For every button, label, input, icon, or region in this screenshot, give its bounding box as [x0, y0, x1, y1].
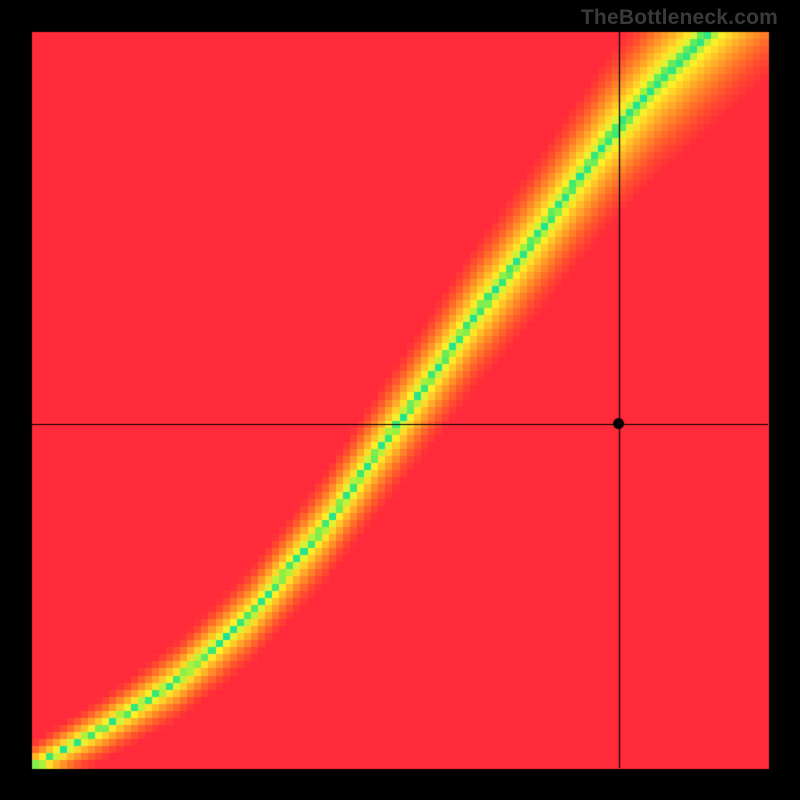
chart-container: TheBottleneck.com — [0, 0, 800, 800]
bottleneck-heatmap — [0, 0, 800, 800]
watermark-text: TheBottleneck.com — [581, 6, 778, 30]
